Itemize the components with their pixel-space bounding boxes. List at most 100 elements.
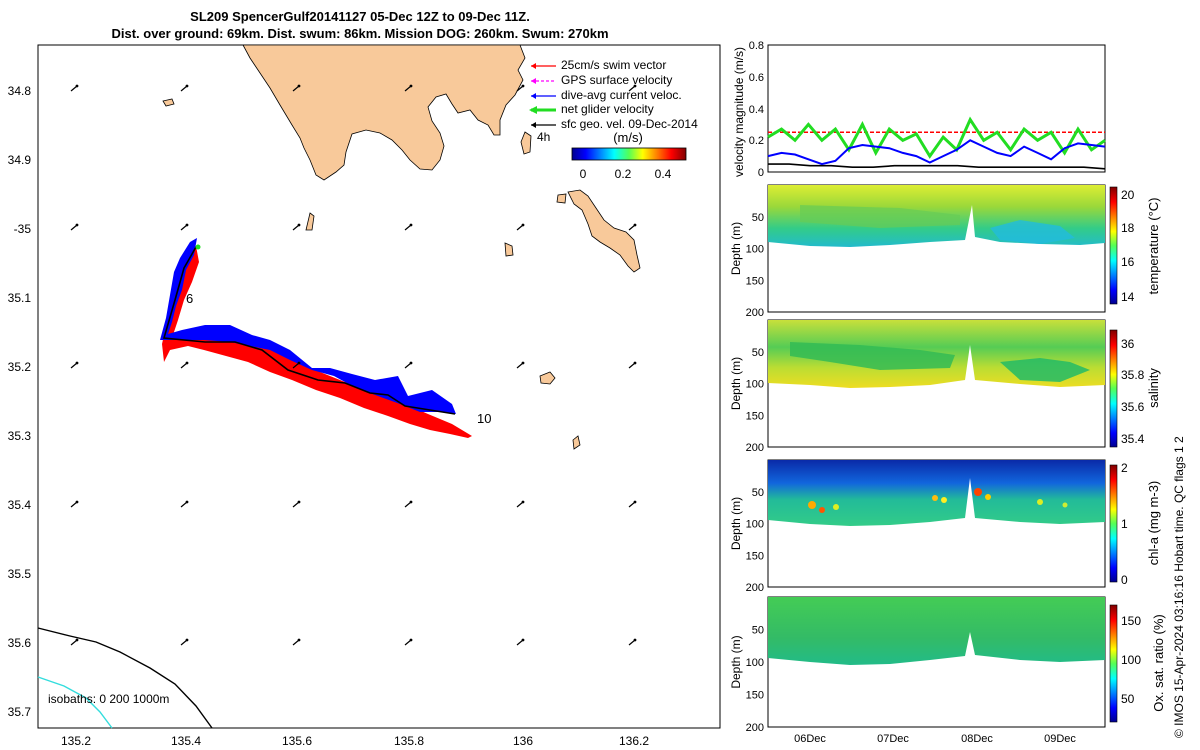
geo-arrow bbox=[628, 223, 637, 231]
chl-cb-tick-0: 0 bbox=[1121, 573, 1128, 587]
temp-cb-tick-20: 20 bbox=[1121, 188, 1135, 202]
ox-cb-tick-50: 50 bbox=[1121, 692, 1135, 706]
salinity-blob-fresh-2 bbox=[1000, 358, 1090, 382]
x-tick-135.6: 135.6 bbox=[282, 734, 312, 748]
chl-y-tick: 50 bbox=[752, 487, 764, 499]
land-islet-5 bbox=[539, 371, 556, 385]
land-islet-3 bbox=[305, 212, 315, 231]
x-tick-135.4: 135.4 bbox=[171, 734, 201, 748]
temperature-colorbar bbox=[1109, 186, 1118, 305]
salinity-y-tick: 150 bbox=[746, 410, 764, 422]
y-tick-35.3: 35.3 bbox=[8, 429, 32, 443]
ox-cb-tick-100: 100 bbox=[1121, 653, 1141, 667]
chl-spot bbox=[833, 504, 839, 510]
vel-tick-02: 0.2 bbox=[749, 135, 764, 147]
temp-cb-tick-14: 14 bbox=[1121, 290, 1135, 304]
geo-arrow bbox=[70, 361, 79, 369]
salinity-y-tick: 50 bbox=[752, 347, 764, 359]
sal-cb-tick-35.8: 35.8 bbox=[1121, 368, 1145, 382]
track-start-marker bbox=[195, 244, 201, 250]
temperature-y-tick: 150 bbox=[746, 275, 764, 287]
map-panel: 6 10 25cm/s swim vector GPS surface velo… bbox=[8, 44, 721, 748]
x-tick-136: 136 bbox=[513, 734, 533, 748]
oxygen-y-tick: 50 bbox=[752, 625, 764, 637]
x-tick-136.2: 136.2 bbox=[619, 734, 649, 748]
geo-arrow bbox=[70, 223, 79, 231]
legend-arrow-gps bbox=[531, 78, 536, 84]
track-label-6: 6 bbox=[186, 291, 193, 306]
geo-arrow bbox=[516, 500, 525, 508]
velocity-line-net-glider-velocity bbox=[767, 116, 1106, 159]
chl-cb-tick-2: 2 bbox=[1121, 461, 1128, 475]
colorbar-tick-02: 0.2 bbox=[615, 167, 632, 181]
legend-label-geo: sfc geo. vel. 09-Dec-2014 bbox=[561, 117, 698, 131]
velocity-frame bbox=[767, 44, 1106, 173]
legend-label-current: dive-avg current veloc. bbox=[561, 88, 682, 102]
temperature-y-tick: 100 bbox=[746, 244, 764, 256]
temperature-panel bbox=[767, 184, 1106, 313]
colorbar-labels: temperature (°C) salinity chl-a (mg m-3)… bbox=[1146, 198, 1166, 712]
geo-arrow bbox=[292, 84, 301, 92]
time-tick-07Dec: 07Dec bbox=[877, 733, 909, 745]
geo-arrow bbox=[180, 223, 189, 231]
vector-scale-label: 4h bbox=[537, 130, 550, 144]
time-axis: 06Dec 07Dec 08Dec 09Dec bbox=[794, 733, 1076, 745]
chl-spot bbox=[985, 494, 991, 500]
geo-arrow bbox=[180, 361, 189, 369]
oxygen-y-tick: 100 bbox=[746, 657, 764, 669]
y-tick-35.5: 35.5 bbox=[8, 567, 32, 581]
geo-arrow bbox=[180, 84, 189, 92]
temperature-blob-green bbox=[800, 205, 960, 228]
temp-cb-tick-18: 18 bbox=[1121, 221, 1135, 235]
title-line-2: Dist. over ground: 69km. Dist. swum: 86k… bbox=[111, 26, 609, 41]
land-islet-1 bbox=[520, 131, 532, 155]
geo-arrow bbox=[404, 638, 413, 646]
legend-label-gps: GPS surface velocity bbox=[561, 73, 672, 87]
temperature-ylabel: Depth (m) bbox=[729, 222, 743, 275]
track-label-10: 10 bbox=[477, 411, 491, 426]
chl-panel bbox=[767, 459, 1106, 588]
oxygen-y-tick: 150 bbox=[746, 690, 764, 702]
sal-cb-tick-36: 36 bbox=[1121, 337, 1135, 351]
land-islet-4 bbox=[162, 98, 175, 107]
oxygen-panel bbox=[767, 596, 1106, 728]
geo-arrow bbox=[180, 638, 189, 646]
credit-text: © IMOS 15-Apr-2024 03:16:16 Hobart time.… bbox=[1172, 436, 1186, 738]
land-yorke-peninsula bbox=[242, 44, 526, 181]
geo-arrow bbox=[516, 84, 525, 92]
legend-arrow-geo bbox=[531, 122, 536, 128]
oxygen-colorbar bbox=[1109, 604, 1118, 723]
y-tick-35.1: 35.1 bbox=[8, 291, 32, 305]
salinity-panel bbox=[767, 319, 1106, 448]
oxygen-section bbox=[768, 597, 1105, 665]
map-y-ticks: 34.8 34.9 -35 35.1 35.2 35.3 35.4 35.5 3… bbox=[8, 84, 32, 719]
chl-spot bbox=[941, 497, 947, 503]
y-tick-34.9: 34.9 bbox=[8, 153, 32, 167]
y-tick-35.7: 35.7 bbox=[8, 705, 32, 719]
chl-spot bbox=[1062, 502, 1068, 508]
chl-spot bbox=[819, 507, 825, 513]
geo-arrow bbox=[292, 361, 301, 369]
isobath-1000m bbox=[37, 676, 113, 729]
velocity-line-dive-avg-current-veloc- bbox=[767, 139, 1106, 166]
glider-track-line bbox=[162, 246, 456, 415]
colorbar-tick-04: 0.4 bbox=[655, 167, 672, 181]
legend-arrow-swim bbox=[531, 63, 536, 69]
vel-tick-06: 0.6 bbox=[749, 72, 764, 84]
chl-section bbox=[768, 460, 1105, 526]
geo-arrow bbox=[292, 638, 301, 646]
isobath-label: isobaths: 0 200 1000m bbox=[48, 692, 169, 706]
x-tick-135.2: 135.2 bbox=[61, 734, 91, 748]
time-tick-09Dec: 09Dec bbox=[1044, 733, 1076, 745]
geo-arrow bbox=[628, 638, 637, 646]
salinity-ylabel: Depth (m) bbox=[729, 357, 743, 410]
land-islet-6 bbox=[572, 435, 581, 450]
temperature-y-tick: 50 bbox=[752, 212, 764, 224]
chl-y-tick: 200 bbox=[746, 582, 764, 594]
y-tick-35.2: 35.2 bbox=[8, 360, 32, 374]
land-island-east bbox=[567, 189, 641, 273]
land-islet-7 bbox=[556, 193, 567, 204]
chl-y-tick: 100 bbox=[746, 519, 764, 531]
ox-cb-tick-150: 150 bbox=[1121, 614, 1141, 628]
